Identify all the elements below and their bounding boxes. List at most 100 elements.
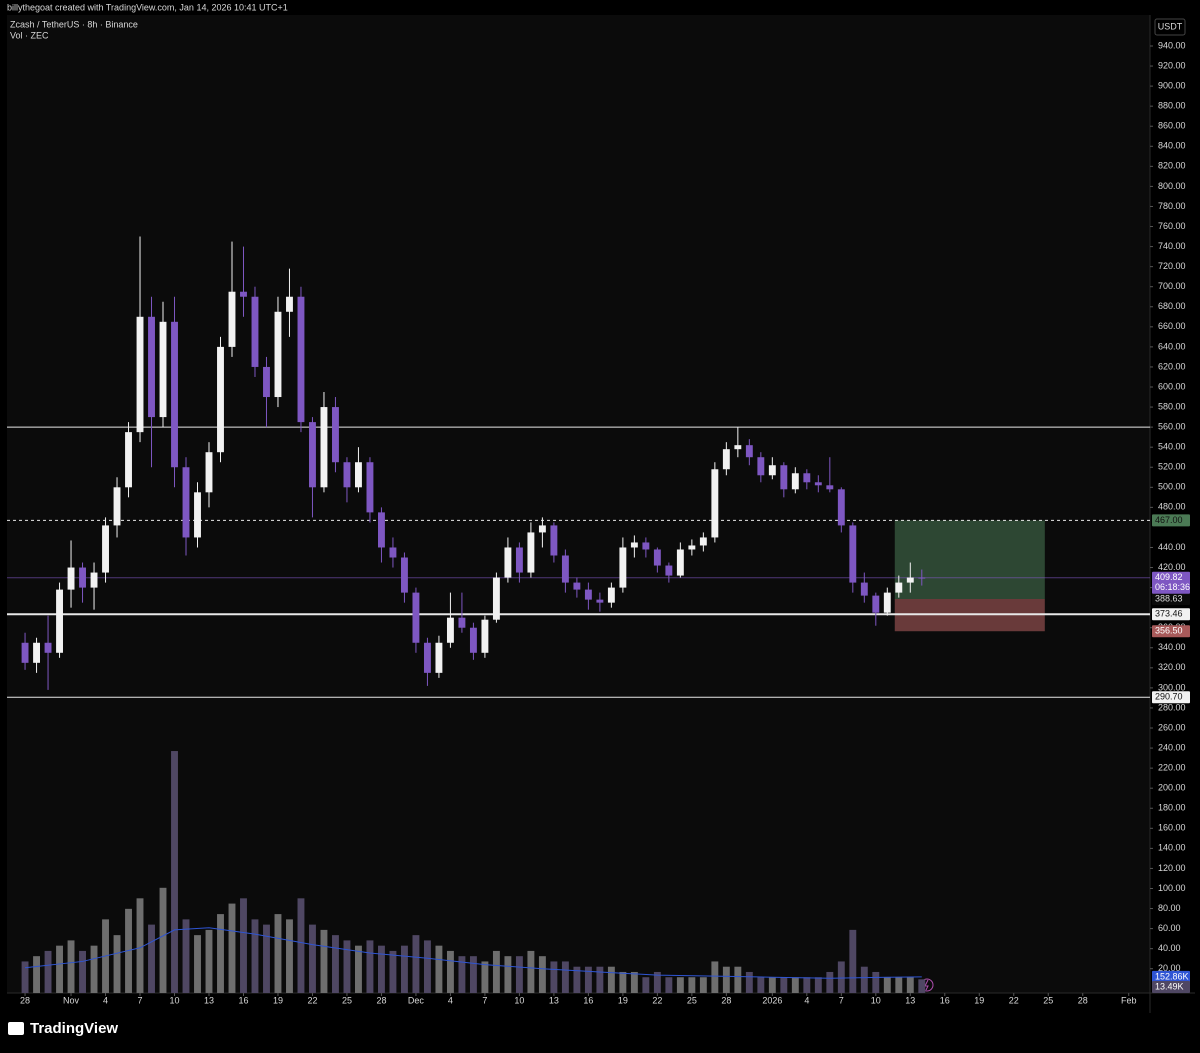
header-text: billythegoat created with TradingView.co…	[7, 2, 288, 12]
candle-body	[67, 567, 75, 590]
x-tick-label: 25	[687, 995, 697, 1005]
y-tick-label: 80.00	[1158, 903, 1181, 913]
y-tick-label: 340.00	[1158, 642, 1186, 652]
candle-body	[44, 642, 52, 653]
candle-body	[665, 565, 673, 576]
candle-body	[596, 599, 604, 603]
candle-body	[872, 595, 880, 613]
volume-bar	[527, 950, 535, 993]
unit-box	[1154, 18, 1186, 36]
candle-body	[745, 445, 753, 458]
y-tick-label: 100.00	[1158, 883, 1186, 893]
volume-bar	[217, 914, 224, 993]
volume-bar	[906, 977, 914, 993]
x-tick-label: 28	[20, 995, 30, 1005]
volume-bar	[561, 961, 569, 993]
volume-bar	[665, 977, 673, 993]
y-tick-label: 160.00	[1158, 823, 1186, 833]
x-tick-label: 4	[103, 995, 108, 1005]
y-tick-label: 560.00	[1158, 421, 1186, 431]
y-tick-label: 20.00	[1158, 963, 1181, 973]
volume-bar	[343, 940, 351, 993]
candle-body	[538, 525, 546, 533]
candle-body	[297, 296, 305, 423]
y-tick-label: 580.00	[1158, 401, 1186, 411]
candle-body	[159, 321, 167, 418]
candle-body	[182, 467, 190, 538]
x-tick-label: 16	[940, 995, 950, 1005]
entry-label-bg	[1152, 593, 1190, 606]
y-tick-label: 900.00	[1158, 80, 1186, 90]
candle-body	[550, 525, 558, 556]
volume-bar	[136, 898, 144, 993]
volume-bar	[400, 945, 408, 993]
volume-ma-line	[24, 927, 922, 979]
x-tick-label: Dec	[408, 995, 425, 1005]
y-tick-label: 740.00	[1158, 241, 1186, 251]
candle-body	[481, 619, 489, 653]
candle-body	[79, 567, 86, 588]
candle-body	[826, 485, 834, 490]
volume-label-bg	[1152, 981, 1190, 993]
volume-bar	[159, 887, 167, 993]
volume-bar	[630, 971, 638, 993]
footer-bar	[0, 1013, 1200, 1048]
y-tick-label: 140.00	[1158, 843, 1186, 853]
candle-body	[400, 557, 408, 593]
volume-bar	[883, 977, 891, 993]
candle-body	[33, 642, 40, 663]
candle-body	[435, 642, 443, 673]
volume-bar	[458, 956, 466, 993]
target-zone	[894, 520, 1045, 600]
volume-bar	[90, 945, 98, 993]
price-unit: USDT	[1158, 21, 1183, 31]
candle-body	[699, 537, 707, 546]
y-tick-label: 540.00	[1158, 442, 1186, 452]
candle-body	[228, 291, 236, 347]
x-tick-label: 10	[514, 995, 524, 1005]
candle-body	[906, 577, 914, 583]
footer-logo: TradingView	[30, 1020, 118, 1037]
level-label-bg	[1152, 608, 1190, 621]
volume-bar	[826, 971, 834, 993]
candle-body	[136, 316, 144, 433]
x-tick-label: 16	[238, 995, 248, 1005]
y-tick-label: 200.00	[1158, 783, 1186, 793]
x-tick-label: 28	[1078, 995, 1088, 1005]
level-label: 373.46	[1155, 609, 1183, 619]
x-tick-label: 13	[905, 995, 915, 1005]
candle-body	[561, 555, 569, 583]
target-label: 467.00	[1155, 515, 1183, 525]
candle-body	[21, 642, 29, 663]
x-tick-label: 19	[618, 995, 628, 1005]
candle-body	[527, 532, 535, 573]
volume-bar	[768, 977, 776, 993]
volume-bar	[653, 971, 661, 993]
x-tick-label: 7	[482, 995, 487, 1005]
volume-bar	[251, 919, 259, 993]
volume-title: Vol · ZEC	[10, 30, 49, 40]
y-tick-label: 800.00	[1158, 181, 1186, 191]
x-tick-label: 4	[804, 995, 809, 1005]
candle-body	[607, 587, 615, 603]
candle-body	[780, 465, 788, 490]
volume-bar	[67, 940, 75, 993]
candle-body	[768, 465, 776, 476]
volume-bar	[607, 966, 615, 993]
entry-label: 388.63	[1155, 593, 1183, 603]
candle-body	[469, 627, 477, 653]
volume-bar	[423, 940, 431, 993]
candle-body	[412, 592, 420, 643]
y-tick-label: 700.00	[1158, 281, 1186, 291]
volume-bar	[504, 956, 512, 993]
volume-bar	[240, 898, 247, 993]
volume-bar	[297, 898, 305, 993]
candle-body	[286, 296, 293, 312]
logo-mark	[8, 1022, 24, 1035]
candle-body	[814, 482, 822, 486]
y-tick-label: 440.00	[1158, 542, 1186, 552]
candle-body	[642, 542, 650, 550]
volume-label: 13.49K	[1155, 981, 1184, 991]
y-tick-label: 60.00	[1158, 923, 1181, 933]
